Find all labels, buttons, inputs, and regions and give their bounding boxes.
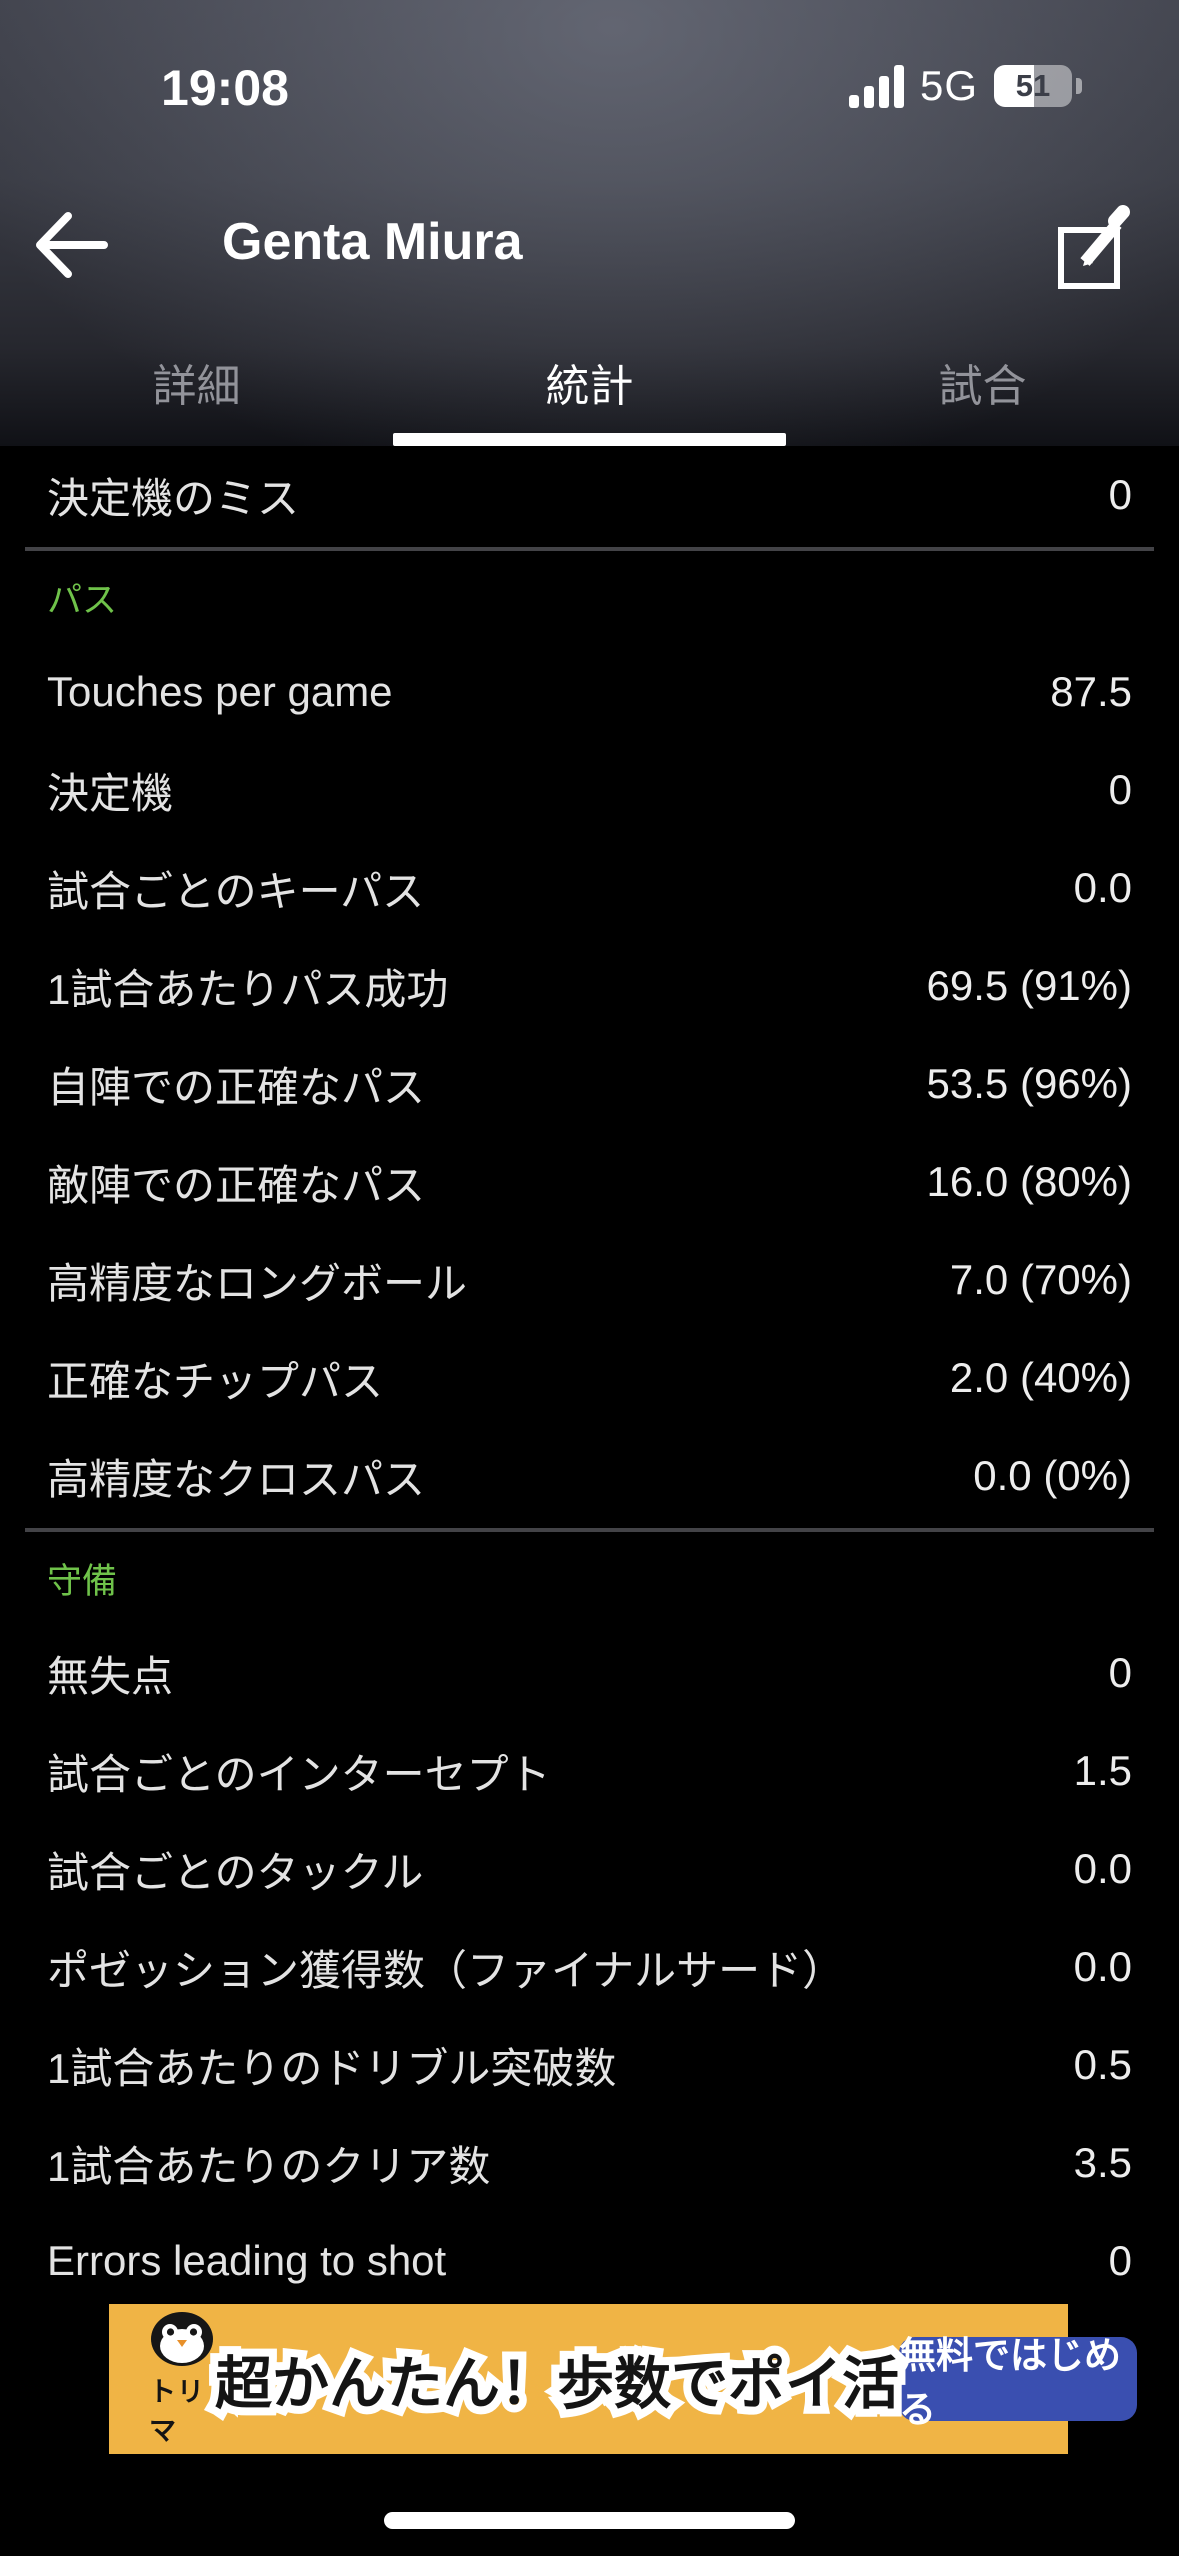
stat-row: 正確なチップパス 2.0 (40%) [0, 1329, 1179, 1427]
stat-row: 試合ごとのキーパス 0.0 [0, 839, 1179, 937]
stat-value: 3.5 [1073, 2139, 1132, 2186]
stat-row: 1試合あたりパス成功 69.5 (91%) [0, 937, 1179, 1035]
stat-value: 0.0 [1073, 1845, 1132, 1892]
battery-icon: 51 [994, 65, 1072, 107]
signal-strength-icon [848, 64, 904, 108]
stat-label: 決定機のミス [47, 474, 300, 522]
stat-value: 0.5 [1073, 2041, 1132, 2088]
stat-row: 決定機 0 [0, 741, 1179, 839]
stat-value: 2.0 (40%) [949, 1354, 1132, 1401]
header: 19:08 5G 51 Genta Miura 詳細 統計 試合 [0, 0, 1179, 446]
stat-label: 自陣での正確なパス [47, 1063, 426, 1111]
stat-row: 試合ごとのインターセプト 1.5 [0, 1722, 1179, 1820]
battery-nub [1076, 78, 1082, 94]
ad-brand-label: トリマ [149, 2377, 205, 2446]
stat-label: ポゼッション獲得数（ファイナルサード） [47, 1946, 845, 1994]
stat-row: 高精度なクロスパス 0.0 (0%) [0, 1427, 1179, 1525]
stat-label: Touches per game [47, 668, 393, 715]
stat-label: 試合ごとのインターセプト [47, 1750, 551, 1798]
stat-row: 無失点 0 [0, 1624, 1179, 1722]
penguin-logo-icon [151, 2312, 213, 2366]
stat-value: 7.0 (70%) [949, 1256, 1132, 1303]
stat-value: 0 [1108, 766, 1132, 813]
stat-label: 決定機 [47, 769, 174, 817]
stat-label: 高精度なクロスパス [47, 1455, 426, 1503]
stat-row: 決定機のミス 0 [0, 446, 1179, 544]
stat-label: 試合ごとのタックル [47, 1848, 424, 1896]
ad-banner[interactable]: トリマ 超かんたん！歩数でポイ活 無料ではじめる [109, 2304, 1137, 2454]
stat-label: 1試合あたりのドリブル突破数 [47, 2044, 617, 2092]
section-header: 守備 [47, 1561, 118, 1601]
stat-label: 試合ごとのキーパス [47, 867, 425, 915]
page-title: Genta Miura [222, 213, 523, 271]
stat-value: 53.5 (96%) [926, 1060, 1132, 1107]
stat-label: 高精度なロングボール [47, 1259, 468, 1307]
tab-1[interactable]: 統計 [545, 361, 634, 411]
section-header: パス [47, 580, 118, 620]
status-right-cluster: 5G 51 [848, 62, 1082, 110]
section-divider [25, 1528, 1154, 1532]
active-tab-underline [393, 433, 786, 446]
tab-2[interactable]: 試合 [938, 361, 1027, 411]
stat-row: 敵陣での正確なパス 16.0 (80%) [0, 1133, 1179, 1231]
stat-value: 0.0 (0%) [973, 1452, 1132, 1499]
ad-cta-button[interactable]: 無料ではじめる [899, 2335, 1137, 2430]
stat-row: Errors leading to shot 0 [0, 2212, 1179, 2310]
stat-value: 0.0 [1073, 864, 1132, 911]
status-time: 19:08 [161, 60, 289, 116]
battery-percent-label: 51 [1015, 68, 1051, 103]
ad-logo: トリマ [149, 2310, 215, 2448]
stat-row: 自陣での正確なパス 53.5 (96%) [0, 1035, 1179, 1133]
stat-value: 0 [1108, 1649, 1132, 1696]
back-button[interactable] [28, 208, 112, 282]
home-indicator[interactable] [384, 2512, 795, 2529]
stat-label: 1試合あたりパス成功 [47, 965, 449, 1013]
stat-value: 0 [1108, 471, 1132, 518]
stat-value: 0.0 [1073, 1943, 1132, 1990]
status-bar: 19:08 5G 51 [0, 0, 1179, 130]
tab-0[interactable]: 詳細 [152, 361, 241, 411]
stat-label: 1試合あたりのクリア数 [47, 2142, 491, 2190]
compose-icon [1058, 205, 1130, 289]
stats-list: 決定機のミス 0 パス Touches per game 87.5 決定機 0 試合ごとのキー… [0, 446, 1179, 2310]
ad-headline: 超かんたん！歩数でポイ活 [215, 2338, 899, 2420]
stat-label: 正確なチップパス [47, 1357, 384, 1405]
stat-label: Errors leading to shot [47, 2237, 447, 2284]
section-divider [25, 547, 1154, 551]
stat-value: 87.5 [1050, 668, 1132, 715]
tab-bar: 詳細 統計 試合 [0, 330, 1179, 433]
stat-row: Touches per game 87.5 [0, 643, 1179, 741]
network-type-label: 5G [919, 62, 978, 109]
stat-value: 0 [1108, 2237, 1132, 2284]
stat-row: 1試合あたりのクリア数 3.5 [0, 2114, 1179, 2212]
stat-value: 16.0 (80%) [926, 1158, 1132, 1205]
stat-label: 敵陣での正確なパス [47, 1161, 426, 1209]
stat-value: 1.5 [1073, 1747, 1132, 1794]
stat-row: 試合ごとのタックル 0.0 [0, 1820, 1179, 1918]
stat-row: 1試合あたりのドリブル突破数 0.5 [0, 2016, 1179, 2114]
arrow-left-icon [36, 212, 108, 278]
stat-row: ポゼッション獲得数（ファイナルサード） 0.0 [0, 1918, 1179, 2016]
stat-label: 無失点 [47, 1652, 174, 1700]
edit-button[interactable] [1055, 200, 1135, 292]
stat-value: 69.5 (91%) [926, 962, 1132, 1009]
stat-row: 高精度なロングボール 7.0 (70%) [0, 1231, 1179, 1329]
